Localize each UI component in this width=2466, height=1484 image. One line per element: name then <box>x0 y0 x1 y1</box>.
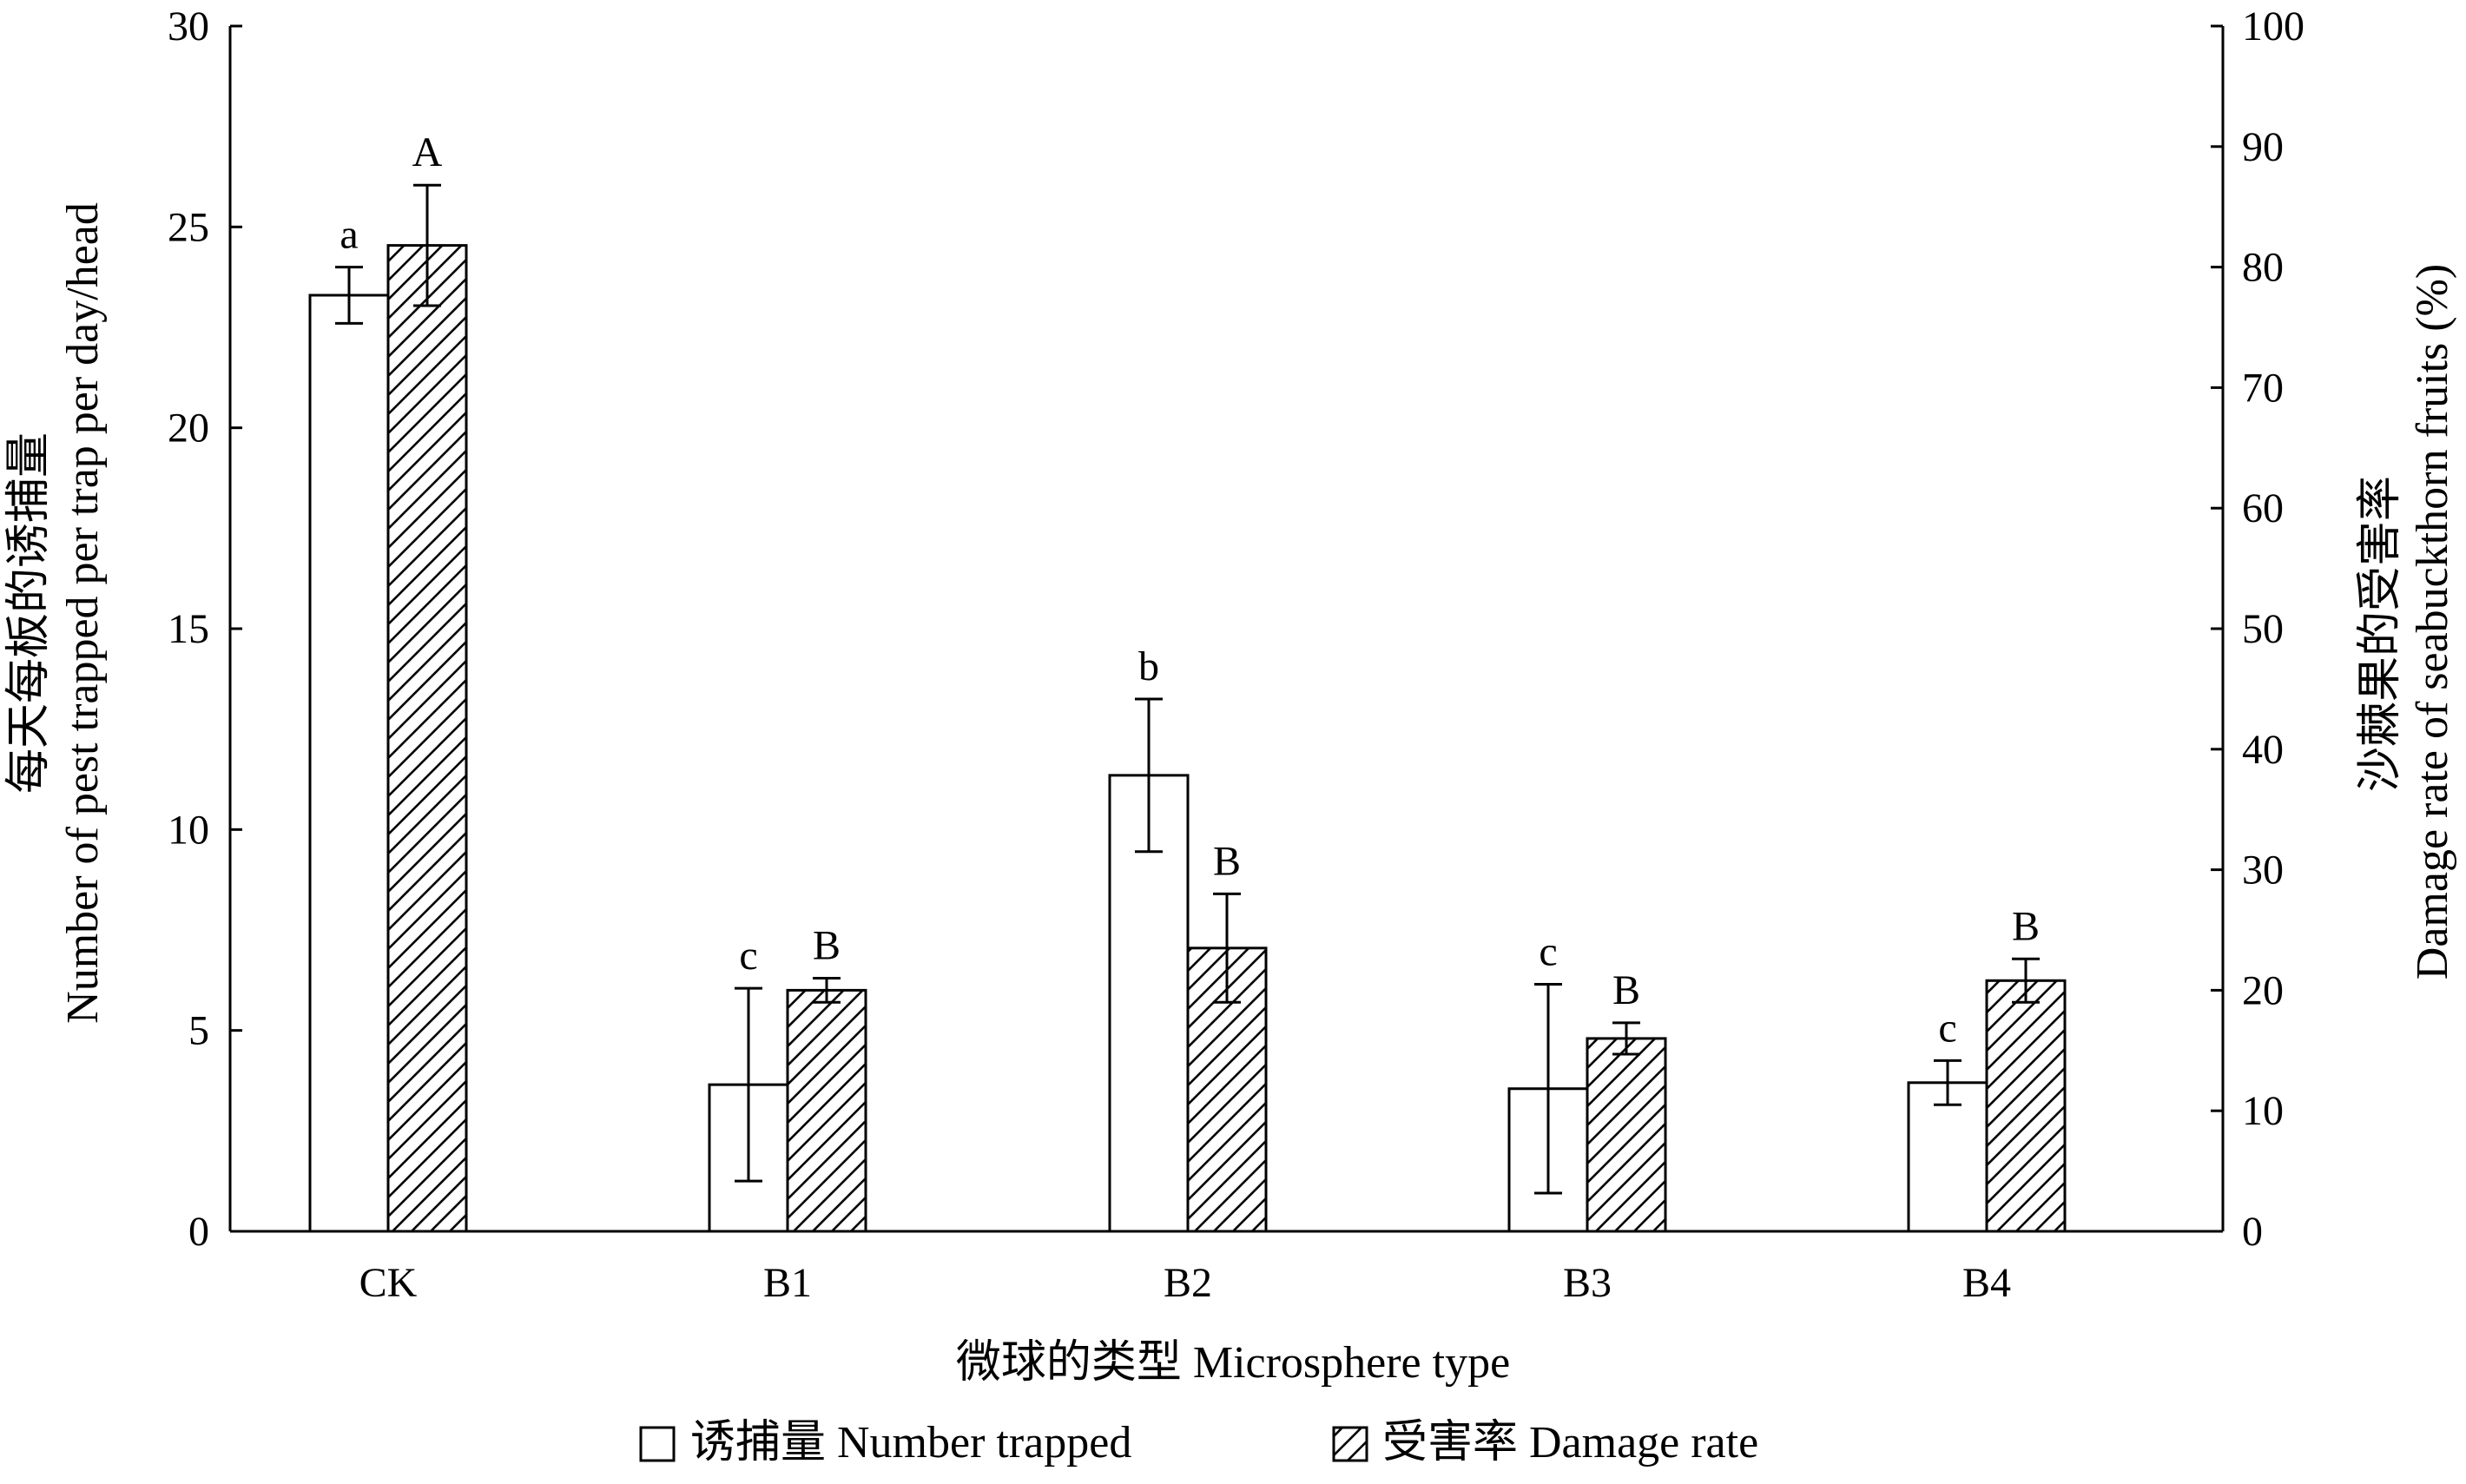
significance-label-number-trapped: a <box>340 212 358 258</box>
x-tick-label: B4 <box>1962 1260 2011 1306</box>
left-y-tick-label: 25 <box>168 204 209 250</box>
x-tick-label: CK <box>359 1260 418 1306</box>
right-y-axis-ticks: 0 10 20 30 40 50 60 70 80 90 100 <box>2211 3 2304 1255</box>
significance-label-number-trapped: b <box>1138 643 1159 689</box>
right-y-tick-label: 100 <box>2242 3 2304 49</box>
right-y-tick-label: 30 <box>2242 848 2284 894</box>
right-y-tick-label: 40 <box>2242 727 2284 773</box>
right-y-tick-label: 80 <box>2242 245 2284 291</box>
right-y-tick-label: 20 <box>2242 967 2284 1013</box>
legend-swatch-number-trapped <box>639 1426 676 1462</box>
significance-label-damage-rate: B <box>1213 838 1241 884</box>
significance-label-damage-rate: A <box>412 129 443 175</box>
right-y-tick-label: 90 <box>2242 124 2284 170</box>
legend: 诱捕量 Number trapped 受害率 Damage rate <box>639 1418 1758 1468</box>
right-y-tick-label: 60 <box>2242 485 2284 531</box>
significance-label-damage-rate: B <box>813 923 841 969</box>
significance-label-damage-rate: B <box>1612 967 1640 1013</box>
bar-marks: a Ac Bb Bc Bc B <box>308 129 2067 1233</box>
x-tick-label: B2 <box>1164 1260 1212 1306</box>
left-y-axis-title-english: Number of pest trapped per trap per day/… <box>58 202 108 1024</box>
bar-damage-rate <box>1586 1037 1667 1233</box>
bar-damage-rate <box>1985 979 2067 1233</box>
right-y-tick-label: 10 <box>2242 1088 2284 1134</box>
right-y-axis-title-english: Damage rate of seabuckthorn fruits (%) <box>2408 264 2457 979</box>
x-tick-label: B1 <box>763 1260 812 1306</box>
x-axis-title: 微球的类型 Microsphere type <box>956 1338 1510 1388</box>
bar-damage-rate <box>386 244 468 1233</box>
left-y-tick-label: 0 <box>188 1209 209 1255</box>
significance-label-number-trapped: c <box>1938 1005 1956 1051</box>
significance-label-number-trapped: c <box>1539 928 1557 974</box>
legend-label-number-trapped: 诱捕量 Number trapped <box>690 1418 1131 1468</box>
left-y-axis-title-chinese: 每天每板的诱捕量 <box>4 432 54 794</box>
bar-damage-rate <box>786 988 867 1233</box>
x-tick-label: B3 <box>1563 1260 1612 1306</box>
bar-number-trapped <box>308 294 390 1233</box>
left-y-tick-label: 5 <box>188 1008 209 1054</box>
right-y-tick-label: 50 <box>2242 606 2284 652</box>
left-y-axis-ticks: 0 5 10 15 20 25 30 <box>168 3 242 1255</box>
legend-label-damage-rate: 受害率 Damage rate <box>1382 1418 1758 1468</box>
left-y-tick-label: 20 <box>168 406 209 452</box>
x-axis-ticks: CK B1 B2 B3 B4 <box>359 1219 2011 1306</box>
bar-number-trapped <box>1907 1081 1988 1233</box>
right-y-axis-title-chinese: 沙棘果的受害率 <box>2356 476 2405 792</box>
left-y-tick-label: 15 <box>168 606 209 652</box>
left-y-tick-label: 10 <box>168 807 209 853</box>
left-y-tick-label: 30 <box>168 3 209 49</box>
significance-label-damage-rate: B <box>2012 903 2040 949</box>
right-y-tick-label: 70 <box>2242 365 2284 411</box>
significance-label-number-trapped: c <box>739 933 757 979</box>
right-y-tick-label: 0 <box>2242 1209 2263 1255</box>
legend-swatch-damage-rate <box>1332 1426 1368 1462</box>
